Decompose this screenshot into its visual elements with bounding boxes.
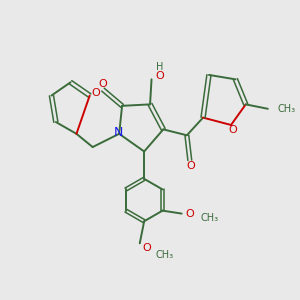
Text: O: O xyxy=(186,208,194,219)
Text: O: O xyxy=(143,243,152,253)
Text: O: O xyxy=(186,160,195,171)
Text: CH₃: CH₃ xyxy=(277,104,296,114)
Text: H: H xyxy=(156,62,164,72)
Text: CH₃: CH₃ xyxy=(201,213,219,223)
Text: O: O xyxy=(98,79,107,89)
Text: O: O xyxy=(91,88,100,98)
Text: CH₃: CH₃ xyxy=(156,250,174,260)
Text: N: N xyxy=(114,126,123,139)
Text: O: O xyxy=(228,125,237,135)
Text: O: O xyxy=(155,71,164,81)
